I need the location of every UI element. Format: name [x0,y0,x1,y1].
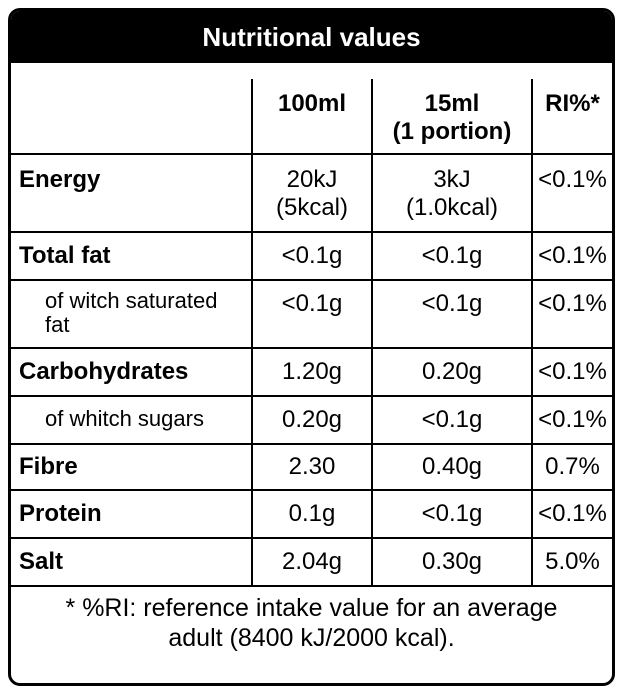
energy-ri: <0.1% [538,166,607,193]
carbohydrates-100ml: 1.20g [281,358,343,385]
sugars-15ml: <0.1g [421,406,483,433]
row-label-fibre: Fibre [19,453,78,480]
protein-15ml: <0.1g [421,500,483,527]
carbohydrates-15ml: 0.20g [421,358,483,385]
row-label-protein: Protein [19,500,102,527]
protein-100ml: 0.1g [288,500,336,527]
energy-15ml-kj: 3kJ [433,166,471,193]
row-label-total-fat: Total fat [19,242,111,269]
row-label-carbohydrates: Carbohydrates [19,358,189,385]
header-100ml: 100ml [277,90,347,117]
row-divider [11,231,612,233]
carbohydrates-ri: <0.1% [538,358,607,385]
row-divider [11,279,612,281]
saturated-fat-15ml: <0.1g [421,290,483,317]
footnote-line-2: adult (8400 kJ/2000 kcal). [168,624,455,652]
salt-15ml: 0.30g [421,548,483,575]
row-divider [11,347,612,349]
energy-100ml-kcal: (5kcal) [275,194,348,221]
col-divider [371,79,373,587]
saturated-fat-ri: <0.1% [538,290,607,317]
row-label-sugars: of whitch sugars [45,406,204,431]
row-label-energy: Energy [19,166,101,193]
row-divider [11,585,612,587]
row-divider [11,537,612,539]
salt-ri: 5.0% [545,548,600,575]
footnote: * %RI: reference intake value for an ave… [11,593,612,653]
panel-title: Nutritional values [11,11,612,63]
total-fat-100ml: <0.1g [281,242,343,269]
sugars-100ml: 0.20g [281,406,343,433]
row-divider [11,395,612,397]
sugars-ri: <0.1% [538,406,607,433]
saturated-fat-100ml: <0.1g [281,290,343,317]
header-15ml: 15ml [424,90,480,117]
energy-100ml-kj: 20kJ [286,166,338,193]
fibre-15ml: 0.40g [421,453,483,480]
row-divider [11,443,612,445]
header-portion: (1 portion) [392,118,512,145]
row-label-saturated-fat: of witch saturated [45,288,218,313]
nutrition-table: 100ml 15ml (1 portion) RI%* Energy 20kJ … [11,11,612,683]
col-divider [531,79,533,587]
row-divider [11,489,612,491]
row-label-salt: Salt [19,548,64,575]
nutrition-panel: Nutritional values 100ml 15ml (1 portion… [8,8,615,686]
salt-100ml: 2.04g [281,548,343,575]
row-label-saturated-fat-cont: fat [45,312,70,337]
total-fat-15ml: <0.1g [421,242,483,269]
energy-15ml-kcal: (1.0kcal) [405,194,499,221]
total-fat-ri: <0.1% [538,242,607,269]
fibre-ri: 0.7% [545,453,600,480]
footnote-line-1: * %RI: reference intake value for an ave… [65,594,558,622]
row-divider [11,153,612,155]
col-divider [251,79,253,587]
fibre-100ml: 2.30 [288,453,336,480]
header-ri: RI%* [545,90,600,117]
protein-ri: <0.1% [538,500,607,527]
